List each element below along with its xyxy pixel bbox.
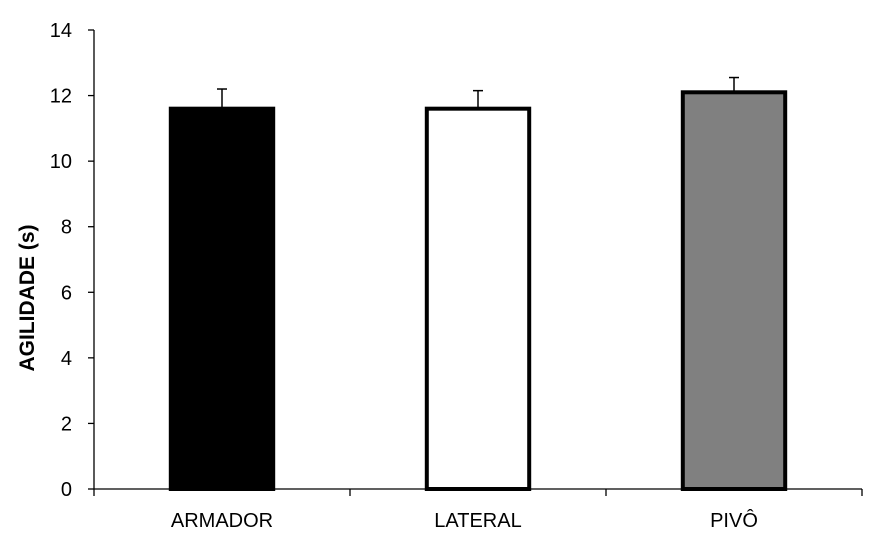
bar-lateral xyxy=(424,106,532,492)
bar-pivô xyxy=(680,90,788,492)
y-tick-label: 12 xyxy=(50,86,72,108)
y-axis: 0 2 4 6 8 10 12 14 xyxy=(50,20,95,501)
bar-armador xyxy=(168,106,276,492)
y-tick-label: 6 xyxy=(61,282,72,304)
error-bars xyxy=(217,76,739,109)
bars xyxy=(168,90,788,492)
y-tick-label: 14 xyxy=(50,20,72,42)
y-axis-title: AGILIDADE (s) xyxy=(16,225,39,372)
y-tick-label: 0 xyxy=(61,479,72,501)
y-tick-label: 2 xyxy=(61,413,72,435)
x-axis: ARMADOR LATERAL PIVÔ xyxy=(93,488,863,532)
x-category-label: LATERAL xyxy=(434,510,521,532)
x-category-label: ARMADOR xyxy=(171,510,273,532)
x-category-label: PIVÔ xyxy=(710,509,758,532)
y-tick-label: 8 xyxy=(61,217,72,239)
y-tick-label: 10 xyxy=(50,151,72,173)
y-tick-label: 4 xyxy=(61,348,72,370)
